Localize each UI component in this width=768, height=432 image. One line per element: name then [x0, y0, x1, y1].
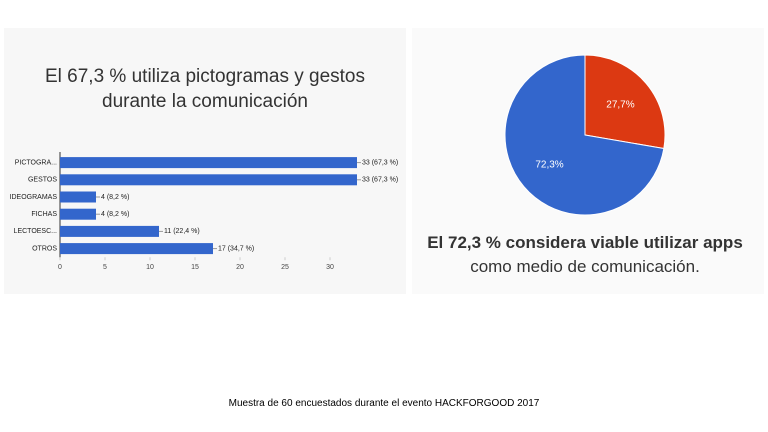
x-tick-label: 15	[191, 264, 199, 271]
value-label: 33 (67,3 %)	[362, 177, 398, 184]
x-tick-label: 20	[236, 264, 244, 271]
value-label: 4 (8,2 %)	[101, 194, 129, 201]
pie-title: El 72,3 % considera viable utilizar apps	[427, 233, 743, 252]
x-tick-label: 5	[103, 264, 107, 271]
y-tick-label: PICTOGRA...	[15, 159, 57, 166]
bar-title: El 67,3 % utiliza pictogramas y gestos d…	[45, 66, 365, 112]
slice-label: 27,7%	[606, 100, 634, 111]
value-label: 17 (34,7 %)	[218, 245, 254, 252]
bar	[60, 208, 96, 220]
x-tick-label: 10	[146, 264, 154, 271]
value-label: 4 (8,2 %)	[101, 211, 129, 218]
pie-subtitle: como medio de comunicación.	[470, 257, 700, 276]
y-tick-label: FICHAS	[31, 211, 57, 218]
pie-slice	[504, 54, 665, 216]
pie-slice	[584, 54, 666, 150]
y-tick-label: OTROS	[32, 245, 57, 252]
bar	[60, 157, 357, 169]
x-tick-label: 25	[281, 264, 289, 271]
bar	[60, 225, 159, 237]
y-tick-label: LECTOESC...	[14, 228, 57, 235]
y-tick-label: IDEOGRAMAS	[10, 194, 58, 201]
bar	[60, 243, 213, 255]
slice-label: 72,3%	[535, 160, 563, 171]
bar	[60, 191, 96, 203]
x-tick-label: 30	[326, 264, 334, 271]
y-tick-label: GESTOS	[28, 177, 57, 184]
footer: Muestra de 60 encuestados durante el eve…	[228, 398, 540, 409]
bar	[60, 174, 357, 186]
x-tick-label: 0	[58, 264, 62, 271]
value-label: 11 (22,4 %)	[164, 228, 200, 235]
value-label: 33 (67,3 %)	[362, 159, 398, 166]
